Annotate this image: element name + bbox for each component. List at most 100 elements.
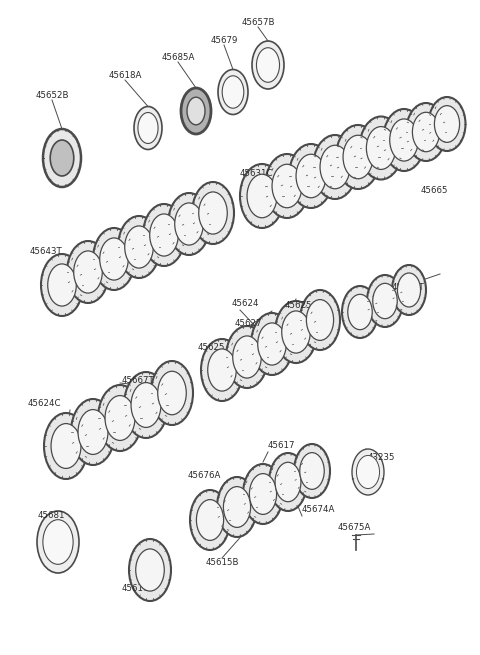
Text: 45681: 45681 — [38, 511, 65, 520]
Ellipse shape — [240, 164, 284, 228]
Ellipse shape — [129, 539, 171, 601]
Ellipse shape — [289, 144, 333, 208]
Ellipse shape — [250, 474, 276, 514]
Text: 45679: 45679 — [210, 36, 238, 45]
Ellipse shape — [43, 519, 73, 565]
Ellipse shape — [429, 97, 466, 151]
Ellipse shape — [342, 286, 378, 338]
Ellipse shape — [348, 294, 372, 329]
Ellipse shape — [272, 164, 302, 208]
Ellipse shape — [217, 477, 257, 537]
Ellipse shape — [300, 290, 340, 350]
Ellipse shape — [175, 203, 204, 245]
Ellipse shape — [300, 453, 324, 489]
Ellipse shape — [78, 409, 108, 455]
Ellipse shape — [118, 216, 160, 278]
Ellipse shape — [37, 511, 79, 573]
Ellipse shape — [125, 226, 153, 268]
Ellipse shape — [352, 449, 384, 495]
Text: 43235: 43235 — [368, 453, 396, 462]
Ellipse shape — [357, 455, 380, 489]
Ellipse shape — [313, 135, 357, 199]
Ellipse shape — [226, 326, 268, 388]
Text: 45685A: 45685A — [161, 53, 195, 62]
Ellipse shape — [360, 117, 403, 179]
Ellipse shape — [367, 275, 403, 327]
Ellipse shape — [51, 424, 81, 468]
Ellipse shape — [320, 145, 350, 189]
Text: 45675A: 45675A — [338, 523, 372, 532]
Text: 45643T: 45643T — [392, 283, 425, 292]
Text: 45657B: 45657B — [241, 18, 275, 27]
Ellipse shape — [136, 549, 164, 591]
Text: 45618A: 45618A — [108, 71, 142, 80]
Ellipse shape — [158, 371, 186, 415]
Ellipse shape — [373, 284, 397, 319]
Text: 45676A: 45676A — [188, 471, 221, 480]
Text: 45631C: 45631C — [240, 169, 274, 178]
Ellipse shape — [434, 105, 459, 142]
Ellipse shape — [258, 323, 286, 365]
Ellipse shape — [192, 182, 234, 244]
Ellipse shape — [294, 444, 330, 498]
Ellipse shape — [41, 254, 83, 316]
Ellipse shape — [256, 48, 279, 83]
Text: 45615B: 45615B — [205, 558, 239, 567]
Ellipse shape — [151, 361, 193, 425]
Ellipse shape — [181, 88, 211, 134]
Ellipse shape — [222, 76, 244, 108]
Ellipse shape — [252, 41, 284, 89]
Ellipse shape — [265, 154, 309, 218]
Ellipse shape — [233, 336, 261, 378]
Ellipse shape — [44, 413, 88, 479]
Ellipse shape — [98, 385, 142, 451]
Ellipse shape — [247, 174, 277, 217]
Text: 45674A: 45674A — [302, 505, 336, 514]
Text: 45667T: 45667T — [122, 376, 155, 385]
Ellipse shape — [201, 339, 243, 401]
Ellipse shape — [275, 462, 301, 502]
Ellipse shape — [251, 313, 293, 375]
Ellipse shape — [100, 238, 128, 280]
Ellipse shape — [48, 264, 76, 306]
Ellipse shape — [392, 265, 426, 315]
Text: 45617: 45617 — [268, 441, 296, 450]
Ellipse shape — [397, 273, 420, 307]
Ellipse shape — [296, 154, 326, 198]
Text: 45624: 45624 — [232, 299, 260, 308]
Ellipse shape — [196, 500, 224, 540]
Ellipse shape — [269, 453, 307, 511]
Ellipse shape — [105, 396, 135, 440]
Text: 45616B: 45616B — [121, 584, 155, 593]
Ellipse shape — [143, 204, 185, 266]
Ellipse shape — [124, 372, 168, 438]
Ellipse shape — [190, 490, 230, 550]
Ellipse shape — [43, 129, 81, 187]
Ellipse shape — [343, 135, 373, 179]
Ellipse shape — [168, 193, 210, 255]
Ellipse shape — [199, 192, 228, 234]
Ellipse shape — [67, 241, 109, 303]
Ellipse shape — [390, 119, 418, 161]
Ellipse shape — [306, 299, 334, 341]
Ellipse shape — [131, 383, 161, 428]
Text: 45625: 45625 — [198, 343, 226, 352]
Ellipse shape — [187, 97, 205, 125]
Ellipse shape — [383, 109, 425, 171]
Ellipse shape — [282, 311, 310, 353]
Ellipse shape — [218, 69, 248, 115]
Ellipse shape — [50, 140, 74, 176]
Text: 45624C: 45624C — [28, 399, 61, 408]
Ellipse shape — [223, 487, 251, 527]
Ellipse shape — [366, 126, 396, 170]
Ellipse shape — [93, 228, 135, 290]
Ellipse shape — [74, 251, 102, 293]
Ellipse shape — [71, 399, 115, 465]
Text: 45627: 45627 — [235, 319, 263, 328]
Text: 45652B: 45652B — [35, 91, 69, 100]
Text: 45625: 45625 — [285, 301, 312, 310]
Ellipse shape — [243, 464, 283, 524]
Ellipse shape — [336, 125, 380, 189]
Text: 45665: 45665 — [420, 186, 448, 195]
Ellipse shape — [275, 301, 317, 363]
